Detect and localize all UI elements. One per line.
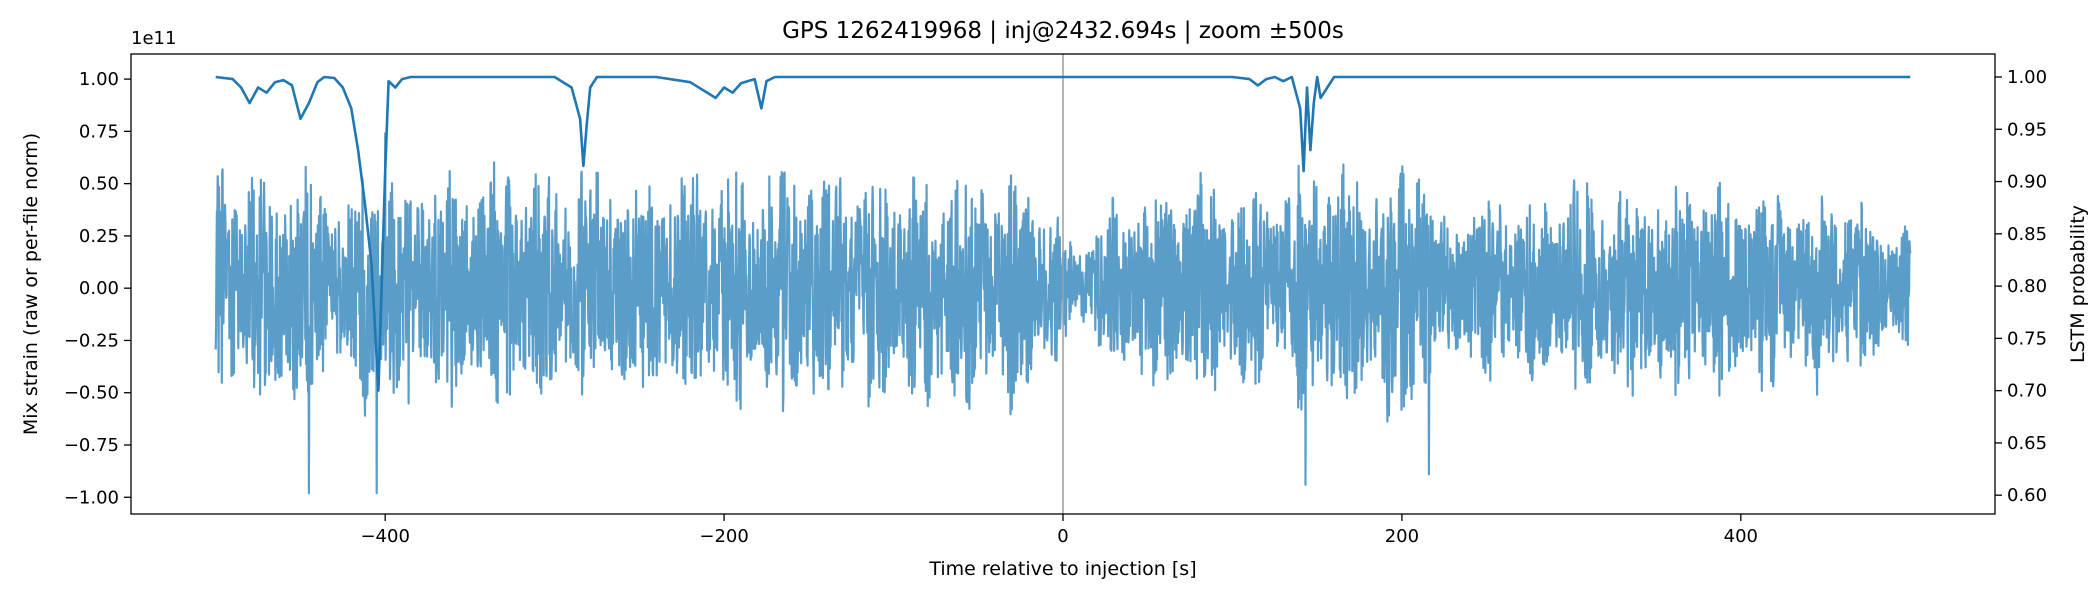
y-axis-right-label: LSTM probability xyxy=(2067,205,2089,363)
y-left-tick-label: −0.50 xyxy=(64,383,119,404)
y-axis-left-label: Mix strain (raw or per-file norm) xyxy=(20,133,42,435)
x-tick-label: 400 xyxy=(1724,526,1758,547)
y-right-tick-label: 0.75 xyxy=(2007,328,2047,349)
y-left-tick-label: −0.75 xyxy=(64,435,119,456)
y-right-tick-label: 0.95 xyxy=(2007,119,2047,140)
y-right-tick-label: 0.70 xyxy=(2007,381,2047,402)
y-left-tick-label: −1.00 xyxy=(64,487,119,508)
y-left-tick-label: 0.75 xyxy=(79,121,119,142)
y-left-tick-label: 0.50 xyxy=(79,174,119,195)
y-right-tick-label: 0.60 xyxy=(2007,485,2047,506)
x-axis: −400 −200 0 200 400 xyxy=(360,514,1758,547)
y-left-tick-label: 1.00 xyxy=(79,69,119,90)
x-tick-label: 200 xyxy=(1385,526,1419,547)
x-tick-label: 0 xyxy=(1057,526,1068,547)
x-axis-label: Time relative to injection [s] xyxy=(928,558,1196,580)
x-tick-label: −200 xyxy=(699,526,748,547)
x-tick-label: −400 xyxy=(360,526,409,547)
y-axis-left: −1.00 −0.75 −0.50 −0.25 0.00 0.25 0.50 0.75 1.00 xyxy=(64,69,131,508)
y-right-tick-label: 0.80 xyxy=(2007,276,2047,297)
y-offset-text: 1e11 xyxy=(131,28,176,49)
probability-series xyxy=(215,75,1911,392)
y-axis-right: 0.60 0.65 0.70 0.75 0.80 0.85 0.90 0.95 1.00 xyxy=(1995,67,2047,506)
y-left-tick-label: 0.00 xyxy=(79,278,119,299)
y-right-tick-label: 0.85 xyxy=(2007,224,2047,245)
probability-series-line xyxy=(215,75,1911,392)
y-left-tick-label: 0.25 xyxy=(79,226,119,247)
plot-area xyxy=(214,54,1912,514)
y-right-tick-label: 1.00 xyxy=(2007,67,2047,88)
y-left-tick-label: −0.25 xyxy=(64,330,119,351)
y-right-tick-label: 0.90 xyxy=(2007,172,2047,193)
chart-title: GPS 1262419968 | inj@2432.694s | zoom ±5… xyxy=(782,18,1344,44)
y-right-tick-label: 0.65 xyxy=(2007,433,2047,454)
